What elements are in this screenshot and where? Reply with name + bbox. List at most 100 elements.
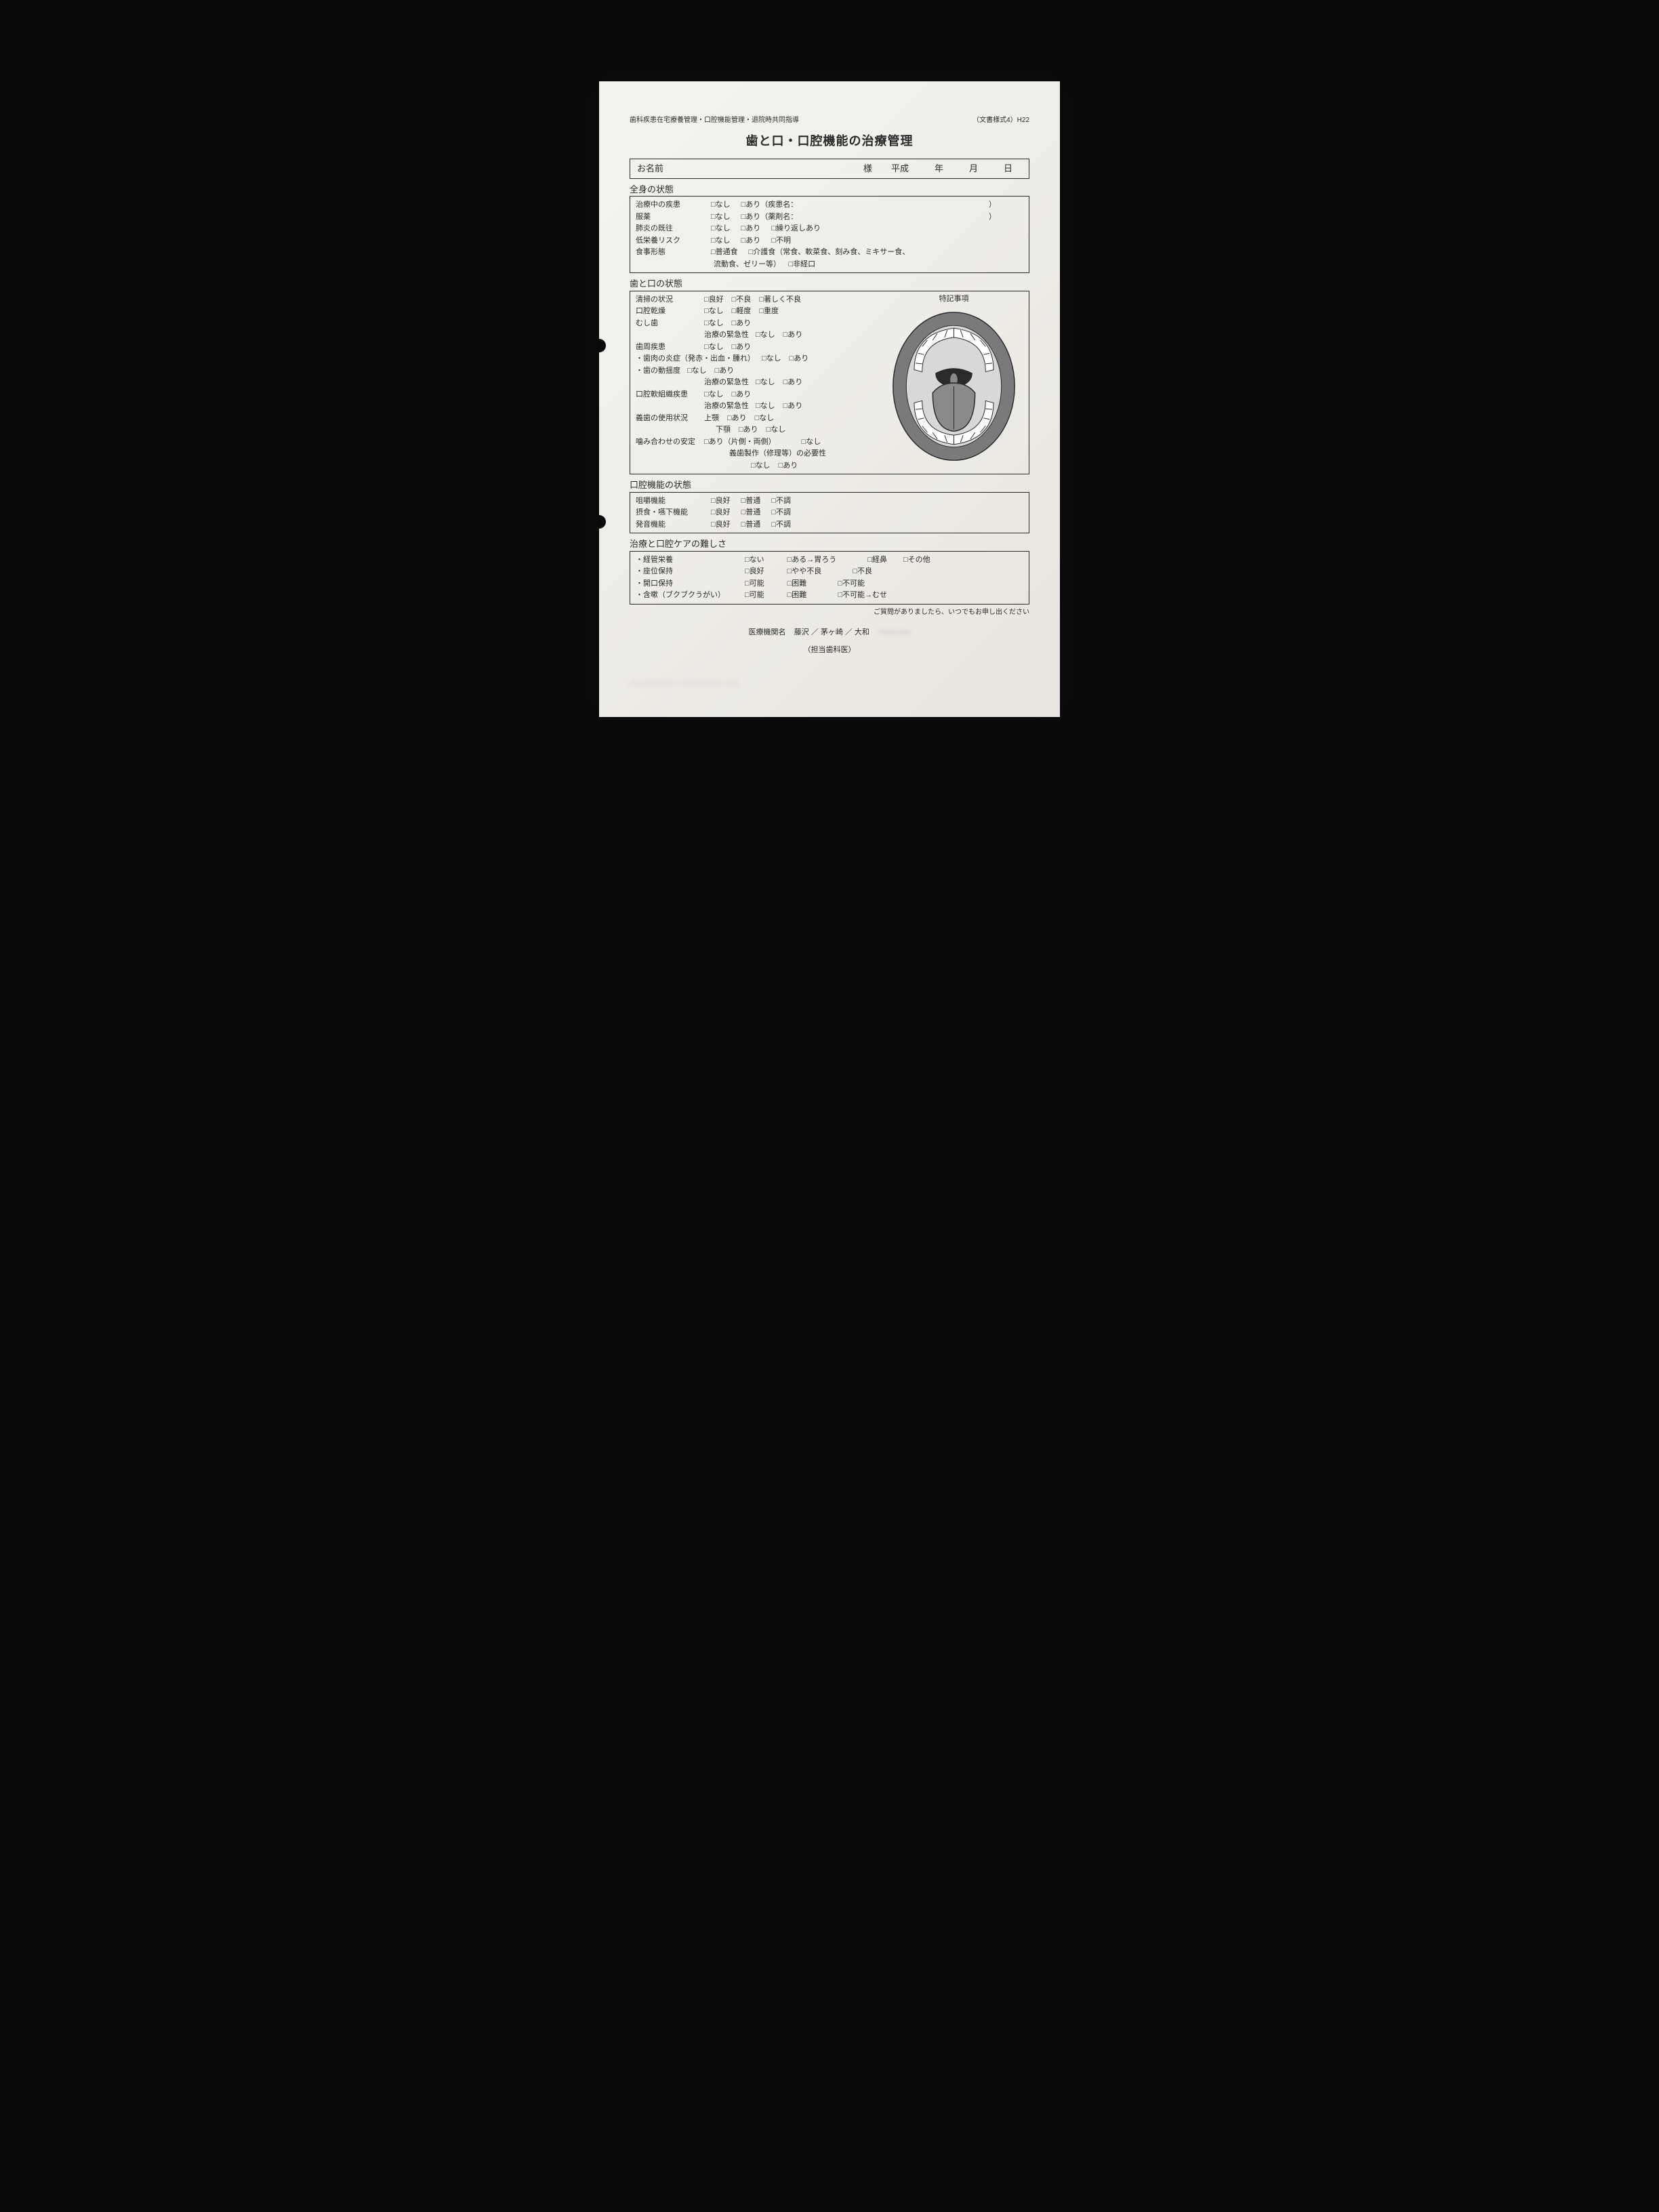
checkbox-option[interactable]: □良好 — [711, 519, 731, 531]
checkbox-option[interactable]: □あり — [732, 389, 752, 401]
sub-label: 治療の緊急性 — [704, 401, 749, 412]
checkbox-option[interactable]: □普通 — [741, 507, 761, 518]
checkbox-option[interactable]: □良好 — [745, 566, 764, 577]
checkbox-option[interactable]: □なし — [704, 318, 724, 329]
checkbox-option[interactable]: □不可能 — [838, 578, 865, 590]
checkbox-option[interactable]: □重度 — [759, 306, 779, 317]
checkbox-option[interactable]: □あり（疾患名： — [741, 199, 798, 211]
form-row: 口腔軟組織疾患 □なし □あり — [636, 389, 879, 401]
checkbox-option[interactable]: □なし — [751, 460, 771, 472]
checkbox-option[interactable]: □良好 — [704, 294, 724, 306]
checkbox-option[interactable]: □普通 — [741, 519, 761, 531]
mouth-diagram — [888, 307, 1020, 466]
closing-paren: ） — [989, 199, 996, 211]
form-row: 発音機能 □良好 □普通 □不調 — [636, 519, 1023, 531]
checkbox-option[interactable]: □あり — [783, 329, 803, 341]
checkbox-option[interactable]: □非経口 — [789, 259, 816, 270]
redacted-footer: ○○○○○○○○ ○○○○○○○ ○○ — [630, 676, 738, 690]
checkbox-option[interactable]: □あり — [732, 318, 752, 329]
checkbox-option[interactable]: □なし — [756, 329, 775, 341]
checkbox-option[interactable]: □なし — [755, 413, 775, 424]
field-label: むし歯 — [636, 318, 700, 329]
field-label: 清掃の状況 — [636, 294, 700, 306]
checkbox-option[interactable]: □あり — [783, 377, 803, 388]
form-row: 食事形態□普通食□介護食（常食、軟菜食、刻み食、ミキサー食、 — [636, 247, 1023, 258]
form-row: ・経管栄養□ない□ある→胃ろう□経鼻□その他 — [636, 554, 1023, 566]
checkbox-option[interactable]: □あり（薬剤名： — [741, 211, 798, 223]
mouth-diagram-caption: 特記事項 — [884, 293, 1023, 305]
checkbox-option[interactable]: □なし — [711, 223, 731, 234]
checkbox-option[interactable]: □可能 — [745, 590, 764, 601]
checkbox-option[interactable]: □良好 — [711, 507, 731, 518]
checkbox-option[interactable]: □不良 — [853, 566, 872, 577]
checkbox-option[interactable]: □なし — [762, 353, 781, 365]
field-label: 口腔軟組織疾患 — [636, 389, 700, 401]
form-row: 下顎□あり□なし — [636, 424, 879, 436]
form-row: 治療の緊急性□なし□あり — [636, 329, 879, 341]
checkbox-option[interactable]: □あり（片側・両側） — [704, 436, 776, 448]
continuation-text: 流動食、ゼリー等） — [714, 259, 785, 270]
header-right: （文書様式4）H22 — [972, 115, 1029, 125]
footer-note: ご質問がありましたら、いつでもお申し出ください — [630, 607, 1029, 617]
checkbox-option[interactable]: □なし — [704, 306, 724, 317]
checkbox-option[interactable]: □不良 — [732, 294, 752, 306]
checkbox-option[interactable]: □なし — [704, 389, 724, 401]
checkbox-option[interactable]: □なし — [756, 401, 775, 412]
field-label: 発音機能 — [636, 519, 707, 531]
checkbox-option[interactable]: □著しく不良 — [759, 294, 801, 306]
checkbox-option[interactable]: □なし — [711, 235, 731, 247]
checkbox-option[interactable]: □あり — [790, 353, 809, 365]
checkbox-option[interactable]: □ある→胃ろう — [787, 554, 837, 566]
form-row: ・歯の動揺度□なし□あり — [636, 365, 879, 377]
field-label: 服薬 — [636, 211, 707, 223]
checkbox-option[interactable]: □軽度 — [732, 306, 752, 317]
checkbox-option[interactable]: □繰り返しあり — [771, 223, 821, 234]
form-row: 摂食・嚥下機能 □良好 □普通 □不調 — [636, 507, 1023, 518]
checkbox-option[interactable]: □なし — [711, 211, 731, 223]
form-row: むし歯 □なし □あり — [636, 318, 879, 329]
document-paper: 歯科疾患在宅療養管理・口腔機能管理・退院時共同指導 （文書様式4）H22 歯と口… — [599, 81, 1060, 717]
field-label: 治療中の疾患 — [636, 199, 707, 211]
redacted-text: ○○○○○○○ — [872, 628, 911, 636]
checkbox-option[interactable]: □やや不良 — [787, 566, 822, 577]
punch-hole — [592, 515, 606, 529]
checkbox-option[interactable]: □なし — [766, 424, 786, 436]
checkbox-option[interactable]: □経鼻 — [867, 554, 887, 566]
checkbox-option[interactable]: □なし — [704, 342, 724, 353]
field-label: 摂食・嚥下機能 — [636, 507, 707, 518]
checkbox-option[interactable]: □あり — [727, 413, 747, 424]
checkbox-option[interactable]: □良好 — [711, 495, 731, 507]
form-row: 治療中の疾患 □なし □あり（疾患名： ） — [636, 199, 1023, 211]
form-row: 歯周疾患□なし□あり — [636, 342, 879, 353]
checkbox-option[interactable]: □なし — [711, 199, 731, 211]
checkbox-option[interactable]: □ない — [745, 554, 764, 566]
checkbox-option[interactable]: □あり — [779, 460, 798, 472]
checkbox-option[interactable]: □困難 — [787, 578, 807, 590]
checkbox-option[interactable]: □あり — [741, 235, 761, 247]
checkbox-option[interactable]: □あり — [783, 401, 803, 412]
checkbox-option[interactable]: □不可能→むせ — [838, 590, 887, 601]
checkbox-option[interactable]: □あり — [741, 223, 761, 234]
checkbox-option[interactable]: □普通 — [741, 495, 761, 507]
section3-title: 口腔機能の状態 — [630, 478, 1029, 492]
honorific-sama: 様 — [863, 162, 872, 176]
checkbox-option[interactable]: □不調 — [771, 507, 791, 518]
checkbox-option[interactable]: □なし — [802, 436, 821, 448]
checkbox-option[interactable]: □普通食 — [711, 247, 738, 258]
checkbox-option[interactable]: □介護食（常食、軟菜食、刻み食、ミキサー食、 — [749, 247, 910, 258]
checkbox-option[interactable]: □その他 — [903, 554, 930, 566]
form-row: ・開口保持□可能□困難□不可能 — [636, 578, 1023, 590]
checkbox-option[interactable]: □あり — [739, 424, 758, 436]
checkbox-option[interactable]: □あり — [715, 365, 735, 377]
checkbox-option[interactable]: □なし — [756, 377, 775, 388]
checkbox-option[interactable]: □不調 — [771, 495, 791, 507]
field-label: ・座位保持 — [636, 566, 741, 577]
checkbox-option[interactable]: □あり — [732, 342, 752, 353]
checkbox-option[interactable]: □不調 — [771, 519, 791, 531]
checkbox-option[interactable]: □可能 — [745, 578, 764, 590]
checkbox-option[interactable]: □不明 — [771, 235, 791, 247]
checkbox-option[interactable]: □なし — [687, 365, 707, 377]
form-row: 口腔乾燥□なし□軽度□重度 — [636, 306, 879, 317]
checkbox-option[interactable]: □困難 — [787, 590, 807, 601]
field-label: 肺炎の既往 — [636, 223, 707, 234]
